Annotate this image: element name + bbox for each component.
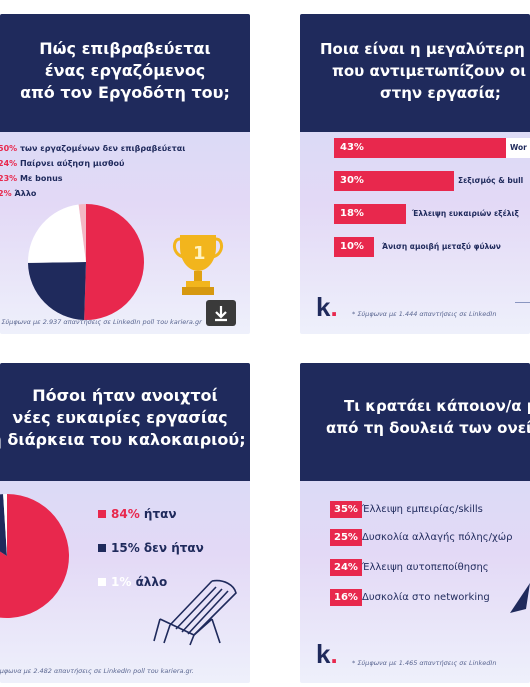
- kariera-logo: k.: [316, 639, 338, 669]
- title-line: Πώς επιβραβεύεται: [39, 39, 211, 58]
- item-label: Έλλειψη αυτοπεποίθησης: [362, 562, 489, 573]
- poll-card-dream-job: Τι κρατάει κάποιον/α μ από τη δουλειά τω…: [300, 363, 530, 683]
- pie-slice: [28, 204, 86, 263]
- legend-item: 15% δεν ήταν: [98, 541, 204, 555]
- title-line: ένας εργαζόμενος: [44, 61, 206, 80]
- pie-slice: [0, 494, 7, 556]
- bar-label: Σεξισμός & bull: [458, 176, 524, 185]
- item-label: Δυσκολία αλλαγής πόλης/χώρ: [362, 532, 513, 543]
- pie-slice: [84, 204, 144, 320]
- poll-card-problems: Ποια είναι η μεγαλύτερη π που αντιμετωπί…: [300, 14, 530, 334]
- item-label: Έλλειψη εμπειρίας/skills: [362, 504, 483, 515]
- card-header: Πώς επιβραβεύεται ένας εργαζόμενος από τ…: [0, 14, 250, 132]
- download-icon: [215, 306, 227, 322]
- card-header: Πόσοι ήταν ανοιχτοί νέες ευκαιρίες εργασ…: [0, 363, 250, 481]
- footnote: * Σύμφωνα με 1.444 απαντήσεις σε LinkedI…: [352, 310, 497, 318]
- title-line: νέες ευκαιρίες εργασίας: [12, 408, 228, 427]
- title-line: Πόσοι ήταν ανοιχτοί: [32, 386, 218, 405]
- legend-item: 24% Παίρνει αύξηση μισθού: [0, 159, 125, 168]
- footnote: ύμφωνα με 2.482 απαντήσεις σε LinkedIn p…: [0, 667, 194, 675]
- legend-item: 84% ήταν: [98, 507, 177, 521]
- bar-value: 10%: [340, 241, 364, 252]
- title-line: από τον Εργοδότη του;: [20, 83, 230, 102]
- percent-tag: 16%: [330, 589, 362, 606]
- beach-chair-icon: [153, 579, 237, 646]
- arrow-icon: [510, 583, 530, 613]
- bar-label: Άνιση αμοιβή μεταξύ φύλων: [382, 242, 501, 251]
- card-header: Ποια είναι η μεγαλύτερη π που αντιμετωπί…: [300, 14, 530, 132]
- bar-value: 18%: [340, 208, 364, 219]
- legend-item: 1% άλλο: [98, 575, 167, 589]
- pie-slice: [28, 262, 86, 320]
- percent-tag: 24%: [330, 559, 362, 576]
- pie-slice: [0, 494, 69, 618]
- title-line: Ποια είναι η μεγαλύτερη π: [320, 40, 530, 58]
- title-line: στην εργασία;: [380, 84, 501, 102]
- legend-item: 23% Με bonus: [0, 174, 63, 183]
- card-header: Τι κρατάει κάποιον/α μ από τη δουλειά τω…: [300, 363, 530, 481]
- footnote: * Σύμφωνα με 2.937 απαντήσεις σε LinkedI…: [0, 318, 202, 326]
- title-line: η διάρκεια του καλοκαιριού;: [0, 430, 246, 449]
- bar-3: 18%: [334, 204, 406, 224]
- title-line: Τι κρατάει κάποιον/α μ: [344, 397, 530, 415]
- pie-slice: [3, 494, 7, 556]
- title-line: που αντιμετωπίζουν οι γ: [332, 62, 530, 80]
- footnote: * Σύμφωνα με 1.465 απαντήσεις σε LinkedI…: [352, 659, 497, 667]
- poll-card-summer: Πόσοι ήταν ανοιχτοί νέες ευκαιρίες εργασ…: [0, 363, 250, 683]
- svg-text:1: 1: [193, 243, 206, 264]
- bar-value: 30%: [340, 175, 364, 186]
- bar-label: Wor: [510, 143, 527, 152]
- poll-card-rewards: Πώς επιβραβεύεται ένας εργαζόμενος από τ…: [0, 14, 250, 334]
- bar-value: 43%: [340, 142, 364, 153]
- download-button[interactable]: [206, 300, 236, 326]
- pie-slice: [78, 204, 86, 262]
- bar-1: 43%: [334, 138, 506, 158]
- legend-item: 2% Άλλο: [0, 189, 37, 198]
- percent-tag: 25%: [330, 529, 362, 546]
- title-line: από τη δουλειά των ονείρ: [326, 419, 530, 437]
- kariera-logo: k.: [316, 292, 338, 322]
- pie-chart: [28, 204, 144, 320]
- bar-4: 10%: [334, 237, 374, 257]
- item-label: Δυσκολία στο networking: [362, 592, 490, 603]
- legend-item: 50% των εργαζομένων δεν επιβραβεύεται: [0, 144, 186, 153]
- bar-2: 30%: [334, 171, 454, 191]
- bar-label: Έλλειψη ευκαιριών εξέλιξ: [412, 209, 519, 218]
- pie-chart: [0, 494, 69, 618]
- divider: [515, 302, 530, 303]
- bar-label-box: [506, 138, 530, 158]
- percent-tag: 35%: [330, 501, 362, 518]
- trophy-icon: 1: [173, 235, 223, 295]
